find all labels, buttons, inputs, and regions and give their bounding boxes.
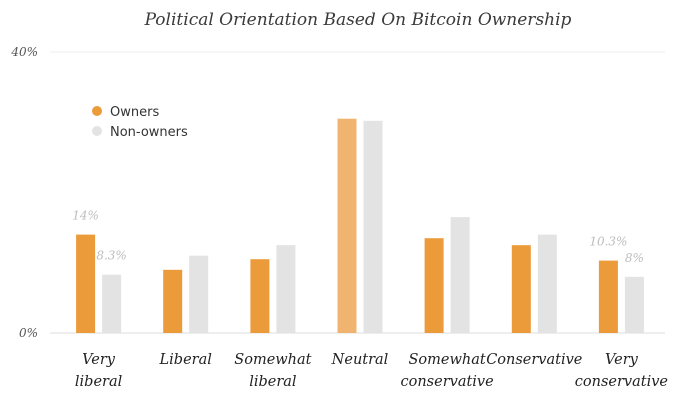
bar-owners-neutral — [337, 118, 357, 333]
y-tick-label-min: 0% — [19, 326, 38, 340]
legend-swatch-owners — [92, 106, 102, 116]
data-label-owners-very-liberal: 14% — [72, 209, 99, 223]
bar-non-owners-very-conservative — [624, 276, 644, 333]
x-tick-labels-group: Very liberal Liberal Somewhat liberal Neutral… — [75, 352, 668, 390]
y-tick-label-max: 40% — [10, 45, 38, 59]
data-label-non-owners-very-conservative: 8% — [625, 251, 644, 265]
legend: Owners Non-owners — [92, 105, 188, 140]
x-tick-label-somewhat-liberal-line-1: Somewhat — [234, 352, 311, 368]
bar-non-owners-very-liberal — [102, 274, 122, 333]
data-label-owners-very-conservative: 10.3% — [589, 235, 627, 249]
bar-non-owners-somewhat-conservative — [450, 217, 470, 333]
x-tick-label-very-liberal-line-2: liberal — [75, 374, 123, 390]
x-tick-label-conservative-line-1: Conservative — [486, 352, 582, 368]
bar-owners-somewhat-liberal — [250, 259, 270, 333]
bar-non-owners-conservative — [537, 234, 557, 333]
legend-swatch-non-owners — [92, 126, 102, 136]
bar-non-owners-liberal — [189, 255, 209, 333]
chart-title: Political Orientation Based On Bitcoin O… — [144, 10, 572, 30]
x-tick-label-liberal-line-1: Liberal — [159, 352, 213, 368]
x-tick-label-very-conservative-line-2: conservative — [575, 374, 668, 390]
bar-owners-somewhat-conservative — [424, 238, 444, 333]
bar-owners-very-liberal — [76, 234, 96, 333]
x-tick-label-somewhat-conservative-line-2: conservative — [400, 374, 493, 390]
bars-group — [76, 118, 644, 333]
bar-owners-liberal — [163, 269, 183, 333]
x-tick-label-very-conservative-line-1: Very — [605, 352, 639, 368]
bar-owners-very-conservative — [598, 260, 618, 333]
bar-non-owners-somewhat-liberal — [276, 245, 296, 333]
x-tick-label-somewhat-liberal-line-2: liberal — [249, 374, 297, 390]
legend-label-non-owners: Non-owners — [110, 125, 188, 140]
x-tick-label-very-liberal-line-1: Very — [82, 352, 116, 368]
bar-owners-conservative — [511, 245, 531, 333]
data-labels-group: 14% 8.3% 10.3% 8% — [72, 209, 644, 265]
bar-non-owners-neutral — [363, 120, 383, 333]
x-tick-label-somewhat-conservative-line-1: Somewhat — [408, 352, 485, 368]
data-label-non-owners-very-liberal: 8.3% — [96, 249, 127, 263]
legend-label-owners: Owners — [110, 105, 159, 120]
x-tick-label-neutral-line-1: Neutral — [331, 352, 389, 368]
